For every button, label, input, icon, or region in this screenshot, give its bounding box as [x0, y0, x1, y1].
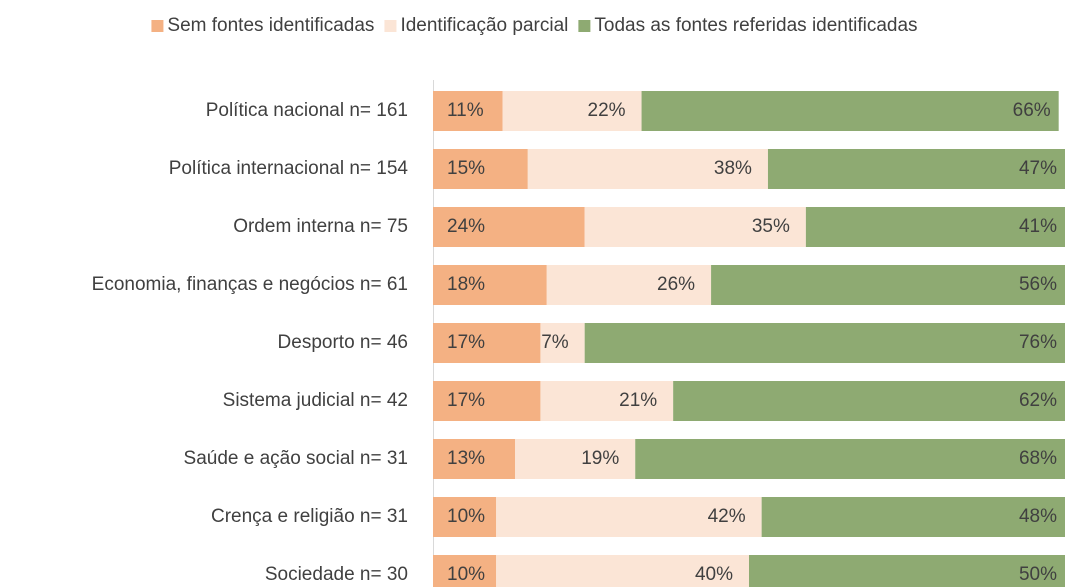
bar-segment: [584, 207, 806, 247]
category-label: Política internacional n= 154: [169, 158, 409, 179]
data-label: 42%: [708, 506, 746, 527]
data-label: 15%: [447, 158, 485, 179]
legend-swatch: [151, 20, 164, 32]
bar-segment: [540, 323, 585, 363]
data-label: 56%: [1019, 274, 1057, 295]
data-label: 40%: [695, 564, 733, 585]
category-label: Saúde e ação social n= 31: [184, 448, 408, 469]
legend-label: Todas as fontes referidas identificadas: [594, 15, 917, 36]
category-label: Desporto n= 46: [278, 332, 408, 353]
bar-segment: [433, 207, 585, 247]
bar-segment: [540, 381, 674, 421]
category-label: Ordem interna n= 75: [233, 216, 408, 237]
bar-segment: [433, 323, 541, 363]
bar-segment: [673, 381, 1065, 421]
data-label: 66%: [1013, 100, 1051, 121]
data-label: 50%: [1019, 564, 1057, 585]
category-label: Crença e religião n= 31: [211, 506, 408, 527]
data-label: 26%: [657, 274, 695, 295]
bar-segment: [433, 439, 516, 479]
data-label: 10%: [447, 506, 485, 527]
bar-segment: [584, 323, 1065, 363]
data-label: 10%: [447, 564, 485, 585]
bar-segment: [502, 91, 642, 131]
data-label: 68%: [1019, 448, 1057, 469]
data-label: 7%: [541, 332, 569, 353]
data-label: 38%: [714, 158, 752, 179]
legend-label: Sem fontes identificadas: [167, 15, 374, 36]
bar-segment: [433, 265, 547, 305]
data-label: 21%: [619, 390, 657, 411]
legend-label: Identificação parcial: [400, 15, 568, 36]
bar-segment: [496, 555, 749, 587]
data-label: 24%: [447, 216, 485, 237]
data-label: 35%: [752, 216, 790, 237]
bar-segment: [515, 439, 636, 479]
data-label: 11%: [447, 100, 484, 121]
data-label: 76%: [1019, 332, 1057, 353]
category-label: Economia, finanças e negócios n= 61: [92, 274, 408, 295]
bar-segment: [433, 497, 497, 537]
bar-segment: [527, 149, 768, 189]
data-label: 48%: [1019, 506, 1057, 527]
data-label: 19%: [581, 448, 619, 469]
bar-segment: [635, 439, 1065, 479]
data-label: 18%: [447, 274, 485, 295]
data-label: 17%: [447, 390, 485, 411]
data-label: 47%: [1019, 158, 1057, 179]
bar-segment: [546, 265, 712, 305]
bar-segment: [761, 497, 1065, 537]
category-label: Sociedade n= 30: [265, 564, 408, 585]
bar-segment: [433, 149, 528, 189]
bar-segment: [433, 381, 541, 421]
data-label: 62%: [1019, 390, 1057, 411]
category-label: Sistema judicial n= 42: [223, 390, 408, 411]
data-label: 22%: [588, 100, 626, 121]
data-label: 13%: [447, 448, 485, 469]
bar-segment: [767, 149, 1065, 189]
bar-segment: [641, 91, 1059, 131]
bar-segment: [749, 555, 1065, 587]
data-label: 17%: [447, 332, 485, 353]
legend-swatch: [384, 20, 397, 32]
bar-segment: [496, 497, 762, 537]
bar-segment: [433, 91, 503, 131]
legend-swatch: [578, 20, 591, 32]
category-label: Política nacional n= 161: [206, 100, 408, 121]
bar-segment: [711, 265, 1065, 305]
bar-segment: [433, 555, 497, 587]
bar-segment: [805, 207, 1065, 247]
data-label: 41%: [1019, 216, 1057, 237]
